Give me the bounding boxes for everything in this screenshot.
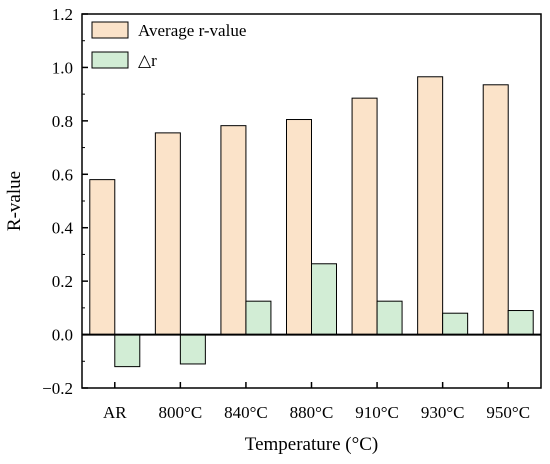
bar-delta-r-3: [311, 263, 337, 336]
y-tick-label: 0.2: [52, 272, 73, 291]
bar-delta-r-2: [245, 300, 272, 336]
y-tick-label: 0.4: [52, 219, 74, 238]
bar-average-r-value-4: [351, 97, 378, 336]
y-tick-label: −0.2: [42, 379, 73, 398]
legend-label-delta-r: △r: [138, 51, 157, 70]
y-tick-label: 1.2: [52, 5, 73, 24]
bar-average-r-value-0: [89, 179, 116, 336]
legend-label-average-r-value: Average r-value: [138, 21, 246, 40]
bar-average-r-value-6: [482, 84, 509, 336]
y-axis-ticks: −0.2 0.0 0.2 0.4 0.6 0.8 1.0 1.2: [42, 5, 88, 398]
x-axis-ticks: AR 800°C 840°C 880°C 910°C 930°C 950°C: [103, 382, 530, 422]
bar-average-r-value-3: [286, 119, 312, 336]
bar-delta-r-1: [179, 334, 206, 365]
bar-delta-r-6: [507, 310, 534, 336]
x-tick-label: AR: [103, 403, 127, 422]
bar-average-r-value-1: [154, 132, 181, 336]
x-tick-label: 950°C: [486, 403, 530, 422]
bar-delta-r-4: [376, 300, 403, 336]
legend-swatch-delta-r: [91, 51, 129, 69]
y-tick-label: 0.8: [52, 112, 73, 131]
bar-delta-r-0: [114, 334, 141, 368]
x-tick-label: 840°C: [224, 403, 268, 422]
legend: Average r-value △r: [91, 21, 246, 70]
x-axis-title: Temperature (°C): [245, 434, 378, 455]
bars-group: [89, 76, 534, 368]
bar-average-r-value-5: [417, 76, 444, 336]
x-tick-label: 880°C: [290, 403, 334, 422]
x-tick-label: 910°C: [355, 403, 399, 422]
y-tick-label: 1.0: [52, 58, 73, 77]
x-tick-label: 800°C: [159, 403, 203, 422]
y-tick-label: 0.0: [52, 326, 73, 345]
bar-delta-r-5: [442, 312, 469, 336]
legend-swatch-average-r-value: [91, 21, 129, 39]
x-tick-label: 930°C: [421, 403, 465, 422]
y-axis-title: R-value: [4, 171, 25, 231]
bar-average-r-value-2: [220, 125, 247, 336]
y-tick-label: 0.6: [52, 165, 73, 184]
